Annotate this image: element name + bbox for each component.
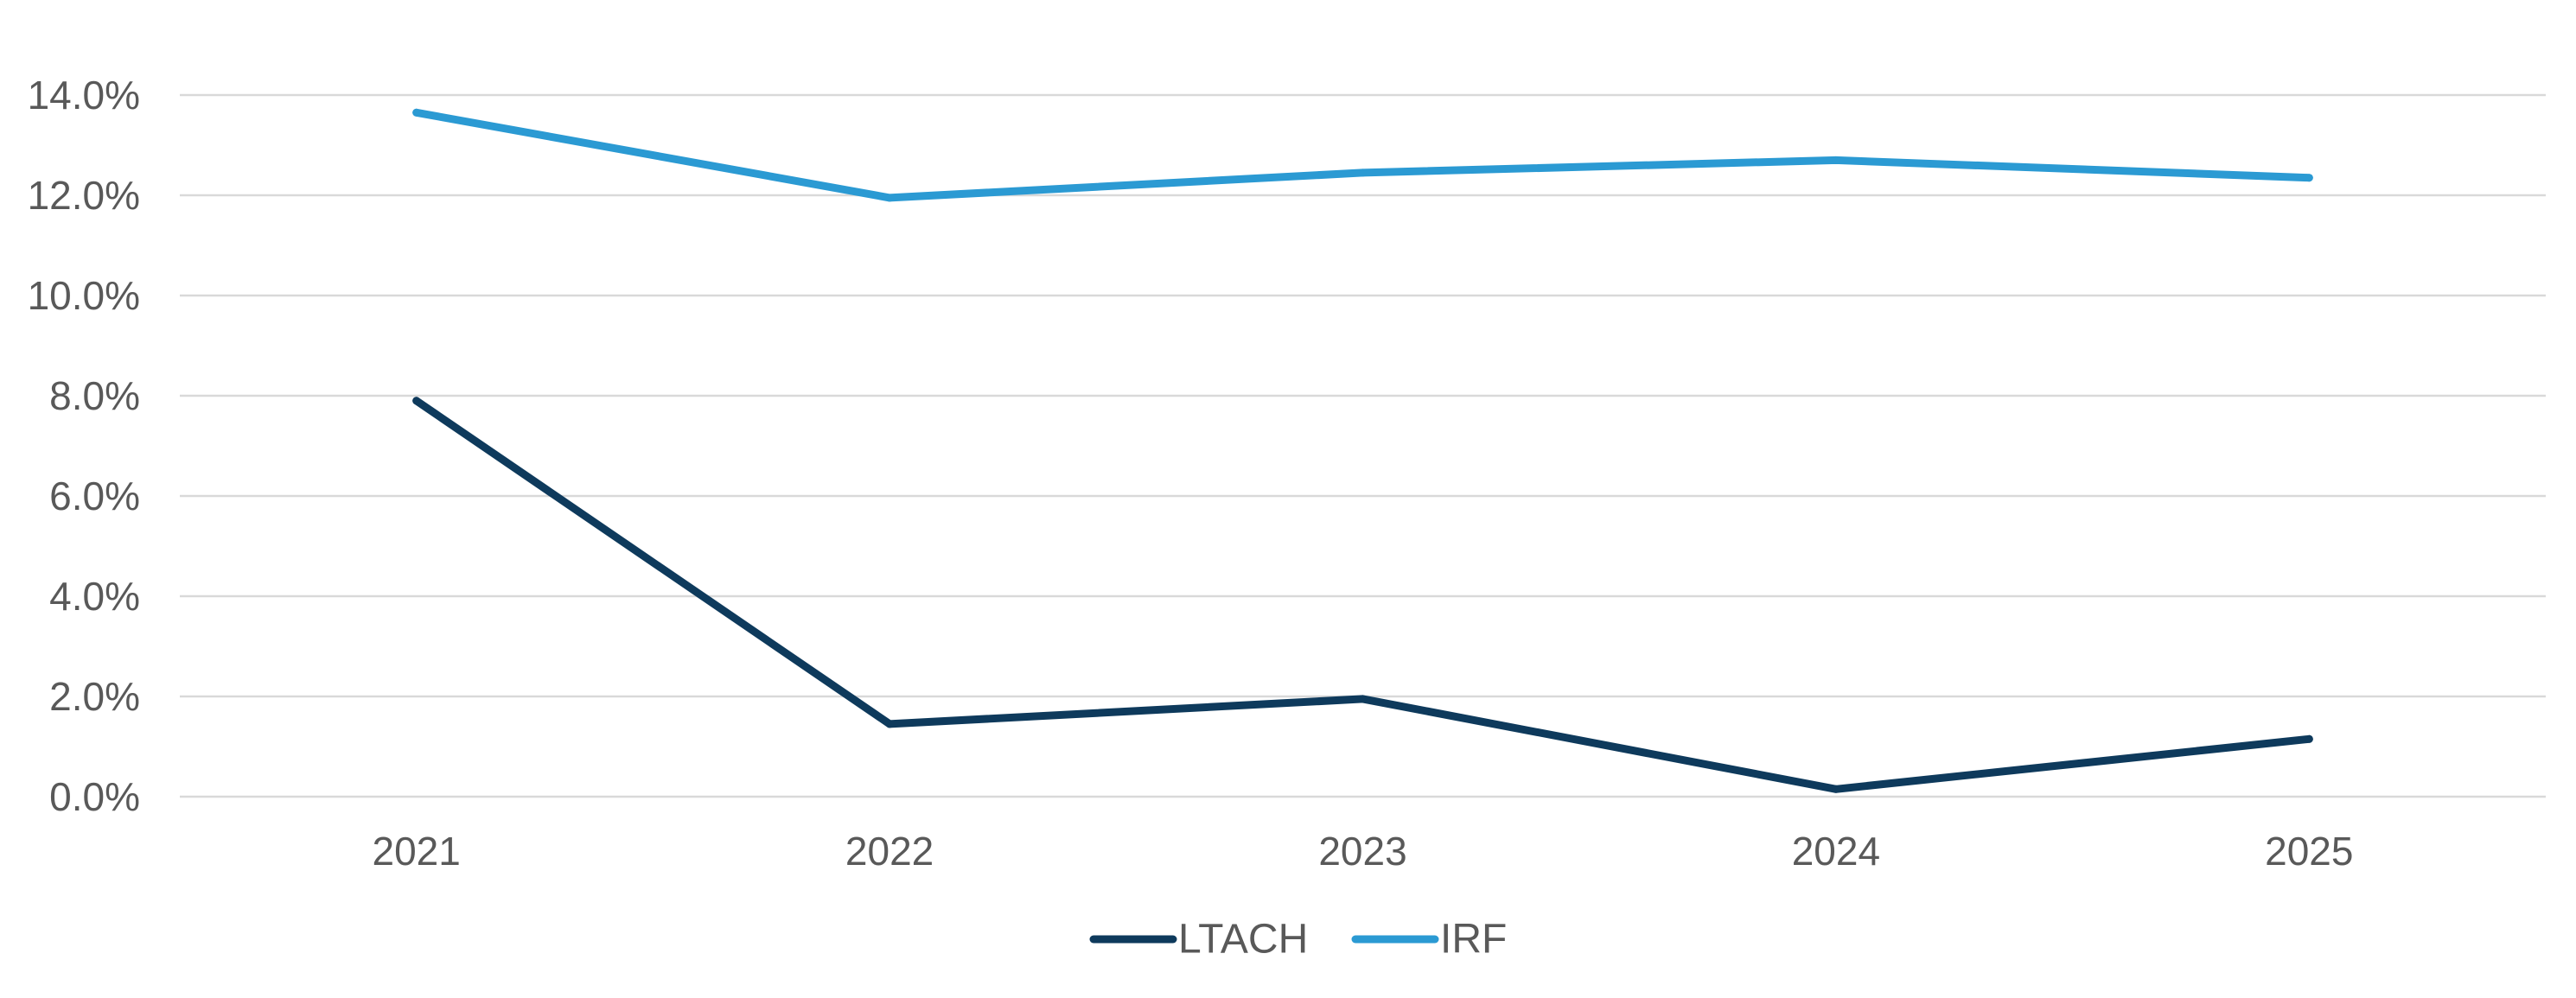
series-line-ltach bbox=[412, 397, 2313, 793]
data-point-irf-2025 bbox=[2305, 174, 2313, 182]
y-tick-label: 2.0% bbox=[49, 674, 140, 719]
x-tick-label: 2021 bbox=[373, 829, 461, 874]
gridlines bbox=[180, 93, 2546, 798]
y-tick-label: 12.0% bbox=[28, 173, 140, 218]
legend-label-ltach: LTACH bbox=[1178, 917, 1308, 963]
data-point-irf-2022 bbox=[885, 194, 894, 202]
x-tick-label: 2023 bbox=[1318, 829, 1406, 874]
x-tick-label: 2022 bbox=[845, 829, 934, 874]
y-tick-label: 14.0% bbox=[28, 73, 140, 118]
data-point-irf-2021 bbox=[412, 108, 421, 117]
data-point-ltach-2025 bbox=[2305, 734, 2313, 743]
series-line-irf bbox=[412, 108, 2313, 202]
y-tick-label: 0.0% bbox=[49, 774, 140, 819]
x-tick-label: 2025 bbox=[2265, 829, 2353, 874]
data-point-ltach-2023 bbox=[1359, 695, 1367, 703]
y-axis-tick-labels: 0.0% 2.0% 4.0% 6.0% 8.0% 10.0% 12.0% 14.0% bbox=[28, 73, 140, 819]
data-point-ltach-2024 bbox=[1832, 785, 1840, 793]
data-point-irf-2024 bbox=[1832, 156, 1840, 164]
data-point-irf-2023 bbox=[1359, 168, 1367, 177]
y-tick-label: 8.0% bbox=[49, 373, 140, 418]
y-tick-label: 10.0% bbox=[28, 273, 140, 318]
legend-label-irf: IRF bbox=[1440, 917, 1507, 963]
y-tick-label: 4.0% bbox=[49, 574, 140, 619]
series-lines bbox=[412, 108, 2313, 793]
data-point-ltach-2021 bbox=[412, 397, 421, 405]
x-axis-tick-labels: 2021 2022 2023 2024 2025 bbox=[373, 829, 2354, 874]
x-tick-label: 2024 bbox=[1792, 829, 1880, 874]
y-tick-label: 6.0% bbox=[49, 474, 140, 518]
data-point-ltach-2022 bbox=[885, 720, 894, 728]
legend: LTACH IRF bbox=[1089, 917, 1507, 963]
